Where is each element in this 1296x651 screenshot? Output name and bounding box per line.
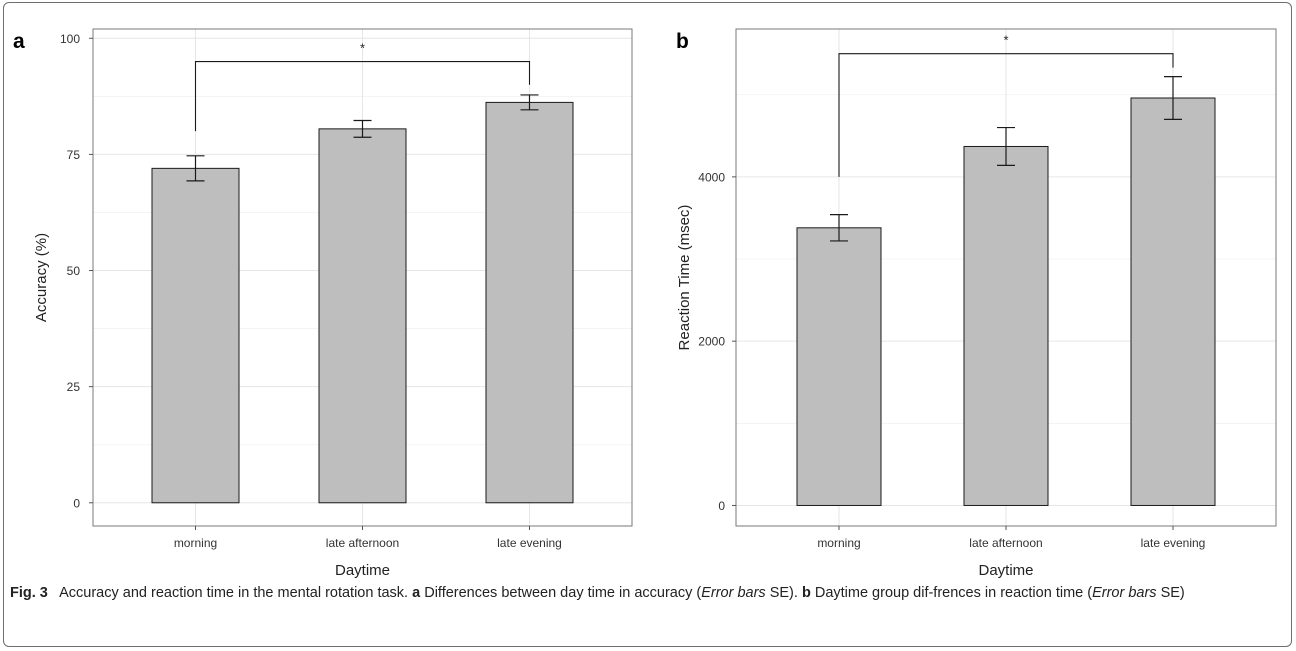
x-tick-label-a: late afternoon [326,536,399,550]
caption-a-text: Differences between day time in accuracy… [424,585,702,601]
panel-letter-b: b [676,30,689,53]
y-tick-label-a: 25 [67,380,81,394]
significance-bracket-b [838,53,1174,177]
caption-b-italic: Error bars [1092,585,1157,601]
caption-a-letter: a [412,585,421,601]
x-axis-title-b: Daytime [978,562,1033,579]
error-bar-a-1 [353,119,372,138]
bar-a-1 [318,128,407,504]
panel-letter-a: a [13,30,25,53]
bar-a-2 [485,101,574,504]
x-tick-label-b: morning [817,536,860,550]
y-axis-title-a: Accuracy (%) [33,233,50,322]
chart-panel-a: * 0 25 50 75 100 morning late afternoon late eve… [13,28,633,579]
x-axis-title-a: Daytime [335,562,390,579]
significance-label-a: * [360,41,365,56]
bar-b-0 [796,227,882,506]
significance-label-b: * [1003,33,1008,48]
x-tick-label-b: late evening [1141,536,1206,550]
y-tick-label-a: 75 [67,148,81,162]
bar-b-2 [1130,97,1216,506]
x-tick-label-a: morning [174,536,217,550]
caption-b-tail: SE) [1156,585,1185,601]
bar-a-0 [151,167,240,504]
chart-panel-b: * 0 2000 4000 morning late afternoon late even… [676,28,1277,579]
caption-a-tail: SE). [765,585,798,601]
y-tick-label-b: 4000 [698,170,725,184]
y-tick-label-b: 2000 [698,335,725,349]
caption-b-letter: b [801,585,811,601]
figure-caption: Fig. 3 Accuracy and reaction time in the… [10,583,1280,604]
error-bar-b-2 [1164,76,1182,120]
x-tick-label-b: late afternoon [969,536,1042,550]
caption-b-text: Daytime group dif-frences in reaction ti… [814,585,1093,601]
y-tick-label-a: 0 [73,496,80,510]
x-tick-label-a: late evening [497,536,562,550]
bar-b-1 [963,145,1049,506]
figure-frame [3,2,1292,647]
error-bar-a-2 [520,94,539,111]
y-axis-title-b: Reaction Time (msec) [676,205,693,351]
caption-title: Accuracy and reaction time in the mental… [59,585,409,601]
significance-bracket-a [194,60,531,132]
error-bar-a-0 [186,155,205,182]
error-bar-b-1 [997,126,1015,166]
figure-label: Fig. 3 [10,585,48,601]
error-bar-b-0 [830,214,848,242]
y-tick-label-a: 50 [67,264,81,278]
y-tick-label-b: 0 [718,499,725,513]
y-tick-label-a: 100 [60,32,80,46]
caption-a-italic: Error bars [701,585,766,601]
